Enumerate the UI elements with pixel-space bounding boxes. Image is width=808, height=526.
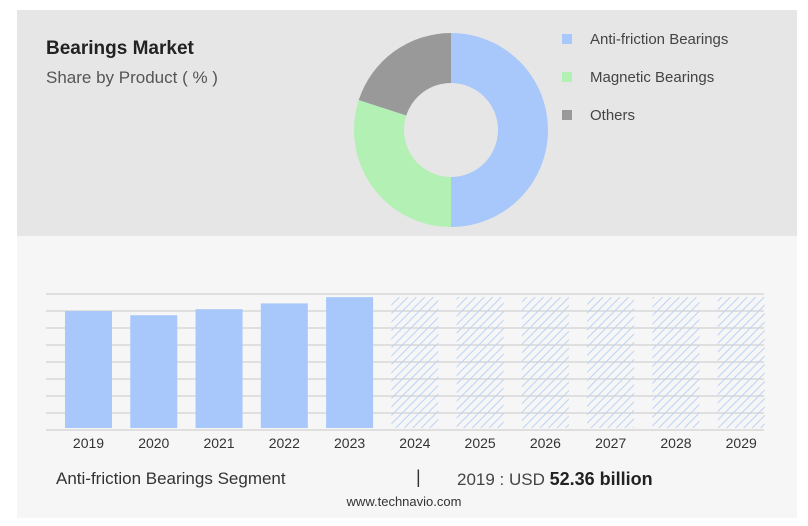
legend-item-others: Others (562, 96, 728, 134)
footer-value: 52.36 billion (549, 469, 653, 489)
bar-2022 (260, 303, 308, 428)
bar-2020 (130, 315, 178, 428)
bar-2021 (195, 309, 243, 428)
donut-chart (354, 33, 548, 227)
bar-2025 (456, 297, 504, 428)
x-tick-label: 2027 (595, 435, 626, 451)
footer-separator: | (416, 467, 421, 487)
bar-chart: 2019 2020 2021 2022 2023 2024 2025 2026 2027 2028… (46, 293, 765, 451)
x-tick-label: 2028 (660, 435, 691, 451)
legend-label-others: Others (590, 106, 636, 124)
chart-title: Bearings Market (46, 38, 194, 59)
legend-swatch-magnetic (562, 72, 572, 82)
footer-year-label: 2019 : USD (457, 470, 545, 489)
footer-segment: Anti-friction Bearings Segment (56, 469, 286, 488)
x-tick-label: 2026 (530, 435, 561, 451)
footer-value-block: 2019 : USD 52.36 billion (457, 469, 653, 490)
bar-2028 (652, 297, 700, 428)
legend-item-anti-friction: Anti-friction Bearings (562, 20, 728, 58)
legend-item-magnetic: Magnetic Bearings (562, 58, 728, 96)
bar-2029 (717, 297, 765, 428)
x-tick-label: 2020 (138, 435, 169, 451)
legend-swatch-others (562, 110, 572, 120)
bar-2026 (521, 297, 569, 428)
donut-slice-2 (358, 33, 451, 116)
legend-label-anti-friction: Anti-friction Bearings (590, 30, 729, 48)
bar-2027 (587, 297, 635, 428)
x-tick-label: 2025 (465, 435, 496, 451)
bar-2019 (65, 311, 112, 428)
x-tick-label: 2019 (73, 435, 104, 451)
x-tick-label: 2024 (399, 435, 430, 451)
x-tick-label: 2022 (269, 435, 300, 451)
chart-subtitle: Share by Product ( % ) (46, 68, 218, 87)
donut-slice-1 (354, 100, 451, 227)
website-link[interactable]: www.technavio.com (346, 494, 462, 509)
donut-slice-0 (451, 33, 548, 227)
bar-2023 (326, 297, 374, 428)
legend: Anti-friction Bearings Magnetic Bearings… (562, 20, 728, 134)
x-tick-label: 2029 (726, 435, 757, 451)
legend-label-magnetic: Magnetic Bearings (590, 68, 715, 86)
legend-swatch-anti-friction (562, 34, 572, 44)
x-tick-label: 2021 (203, 435, 234, 451)
bar-2024 (391, 297, 439, 428)
x-tick-label: 2023 (334, 435, 365, 451)
